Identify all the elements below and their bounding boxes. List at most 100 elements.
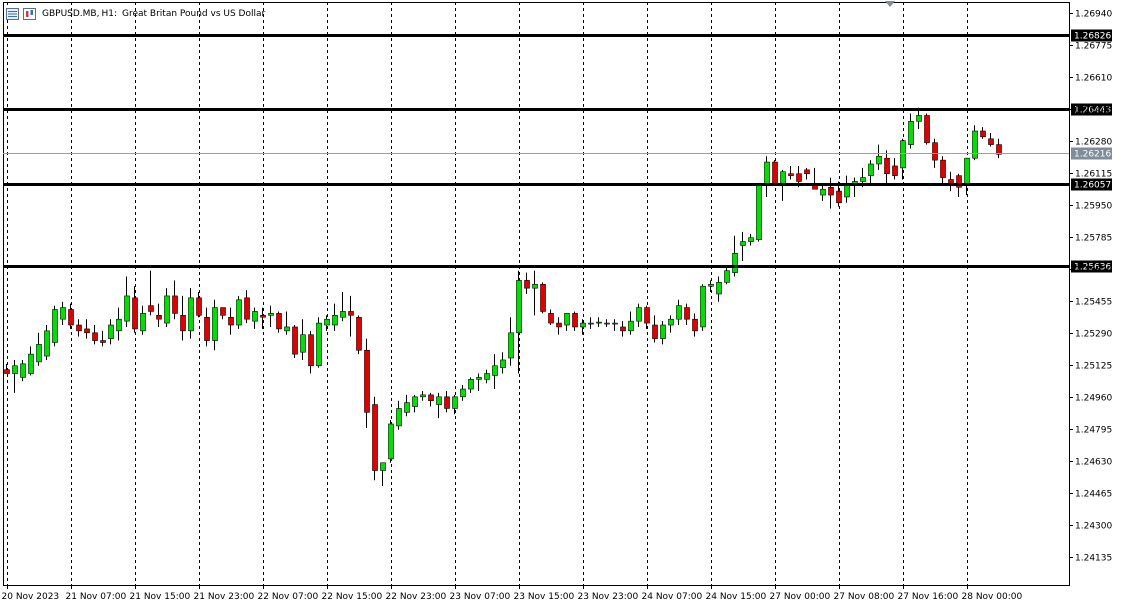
bearish-candle <box>228 316 234 326</box>
level-price-badge <box>1071 178 1112 191</box>
bearish-candle <box>100 340 106 343</box>
symbol-list-icon[interactable] <box>6 8 19 20</box>
bullish-candle <box>332 315 338 326</box>
bearish-candle <box>148 305 154 312</box>
bullish-candle <box>380 462 386 471</box>
bearish-candle <box>292 326 298 355</box>
bearish-candle <box>772 161 778 184</box>
bearish-candle <box>372 404 378 471</box>
bullish-candle <box>604 322 610 325</box>
bearish-candle <box>884 157 890 174</box>
y-tick-label: 1.25455 <box>1075 298 1112 308</box>
x-tick-label: 27 Nov 08:00 <box>834 592 895 602</box>
y-tick-label: 1.25950 <box>1075 202 1112 212</box>
bullish-candle <box>900 140 906 169</box>
bearish-candle <box>572 313 578 328</box>
bearish-candle <box>796 173 802 182</box>
bullish-candle <box>340 311 346 318</box>
bullish-candle <box>452 396 458 409</box>
y-tick-label: 1.24795 <box>1075 426 1112 436</box>
x-tick-label: 23 Nov 23:00 <box>578 592 639 602</box>
bullish-candle <box>484 373 490 380</box>
bullish-candle <box>820 188 826 196</box>
bullish-candle <box>596 321 602 324</box>
candles <box>4 107 1002 487</box>
bearish-candle <box>244 297 250 320</box>
current-price-badge <box>1071 147 1112 160</box>
y-tick-label: 1.26610 <box>1075 74 1112 84</box>
bullish-candle <box>28 353 34 374</box>
bearish-candle <box>548 313 554 324</box>
bearish-candle <box>524 280 530 289</box>
chart-shift-marker-icon[interactable] <box>885 1 895 7</box>
bullish-candle <box>300 334 306 353</box>
bearish-candle <box>988 138 994 145</box>
bullish-candle <box>140 313 146 332</box>
bullish-candle <box>164 295 170 324</box>
bullish-candle <box>700 285 706 328</box>
bearish-candle <box>828 186 834 196</box>
bullish-candle <box>876 155 882 165</box>
bearish-candle <box>940 159 946 178</box>
bullish-candle <box>36 344 42 363</box>
bullish-candle <box>212 307 218 341</box>
bullish-candle <box>532 283 538 289</box>
bearish-candle <box>68 309 74 326</box>
y-tick-label: 1.24135 <box>1075 554 1112 564</box>
bullish-candle <box>972 130 978 159</box>
y-tick-label: 1.26115 <box>1075 170 1112 180</box>
bullish-candle <box>748 237 754 242</box>
x-tick-label: 27 Nov 16:00 <box>898 592 959 602</box>
bullish-candle <box>588 322 594 325</box>
x-tick-label: 21 Nov 23:00 <box>194 592 255 602</box>
y-tick-label: 1.26775 <box>1075 42 1112 52</box>
bearish-candle <box>932 142 938 161</box>
bullish-candle <box>492 365 498 376</box>
bullish-candle <box>324 318 330 326</box>
y-tick-label: 1.25785 <box>1075 234 1112 244</box>
symbol-description: Great Britan Pound vs US Dollar <box>122 9 266 19</box>
level-price-badge <box>1071 260 1112 273</box>
bearish-candle <box>4 369 10 374</box>
bearish-candle <box>804 169 810 174</box>
bearish-candle <box>540 283 546 312</box>
y-tick-label: 1.26940 <box>1075 10 1112 20</box>
bearish-candle <box>196 297 202 316</box>
bullish-candle <box>740 241 746 246</box>
bullish-candle <box>628 320 634 332</box>
x-tick-label: 27 Nov 00:00 <box>770 592 831 602</box>
bullish-candle <box>396 408 402 427</box>
y-tick-label: 1.24960 <box>1075 394 1112 404</box>
y-tick-label: 1.26280 <box>1075 138 1112 148</box>
timeframe-label: H1: <box>101 9 117 19</box>
bearish-candle <box>788 173 794 176</box>
grid <box>3 2 1070 586</box>
y-tick-label: 1.25620 <box>1075 266 1112 276</box>
chart-type-icon[interactable] <box>23 8 36 20</box>
x-tick-label: 21 Nov 07:00 <box>66 592 127 602</box>
x-tick-label: 22 Nov 23:00 <box>386 592 447 602</box>
level-price-badge <box>1071 29 1112 42</box>
bullish-candle <box>916 115 922 122</box>
bearish-candle <box>172 295 178 314</box>
bearish-candle <box>276 313 282 330</box>
bearish-candle <box>180 315 186 332</box>
bullish-candle <box>60 307 66 320</box>
bullish-candle <box>268 313 274 316</box>
bearish-candle <box>652 324 658 339</box>
level-price-label: 1.25636 <box>1074 263 1111 273</box>
bullish-candle <box>508 332 514 359</box>
bearish-candle <box>348 311 354 316</box>
x-tick-label: 28 Nov 00:00 <box>962 592 1023 602</box>
bearish-candle <box>308 334 314 367</box>
bullish-candle <box>756 185 762 240</box>
bullish-candle <box>676 305 682 320</box>
bearish-candle <box>620 326 626 332</box>
y-tick-label: 1.25125 <box>1075 362 1112 372</box>
bullish-candle <box>284 326 290 332</box>
plot-frame <box>3 2 1070 586</box>
x-tick-label: 22 Nov 15:00 <box>322 592 383 602</box>
bearish-candle <box>84 328 90 334</box>
